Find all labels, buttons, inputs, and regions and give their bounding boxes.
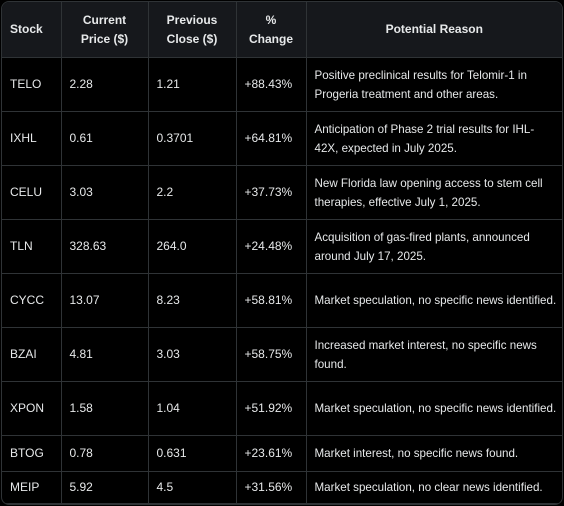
reason-cell: New Florida law opening access to stem c… xyxy=(306,165,562,220)
table-row: TELO 2.28 1.21 +88.43% Positive preclinical … xyxy=(2,57,562,112)
table-row: TLN 328.63 264.0 +24.48% Acquisition of gas-… xyxy=(2,219,562,274)
stock-cell: TELO xyxy=(2,57,62,112)
table-row: CELU 3.03 2.2 +37.73% New Florida law openin… xyxy=(2,165,562,220)
reason-cell: Market speculation, no specific news ide… xyxy=(306,381,562,436)
value-cell: 1.04 xyxy=(148,381,237,436)
value-cell: 0.78 xyxy=(61,435,149,472)
value-cell: +58.81% xyxy=(236,273,307,328)
value-cell: +37.73% xyxy=(236,165,307,220)
table-row: XPON 1.58 1.04 +51.92% Market speculation, n… xyxy=(2,381,562,436)
reason-cell: Market speculation, no specific news ide… xyxy=(306,273,562,328)
table-row: CYCC 13.07 8.23 +58.81% Market speculation, … xyxy=(2,273,562,328)
table-row: BZAI 4.81 3.03 +58.75% Increased market inte… xyxy=(2,327,562,382)
stock-cell: IXHL xyxy=(2,111,62,166)
stock-cell: TLN xyxy=(2,219,62,274)
value-cell: 4.5 xyxy=(148,471,237,504)
value-cell: 1.21 xyxy=(148,57,237,112)
value-cell: 0.631 xyxy=(148,435,237,472)
value-cell: +88.43% xyxy=(236,57,307,112)
stock-cell: XPON xyxy=(2,381,62,436)
reason-cell: Market speculation, no clear news identi… xyxy=(306,471,562,504)
value-cell: 0.61 xyxy=(61,111,149,166)
value-cell: 3.03 xyxy=(61,165,149,220)
table-body: TELO 2.28 1.21 +88.43% Positive preclinical … xyxy=(2,57,562,504)
value-cell: 0.3701 xyxy=(148,111,237,166)
value-cell: +64.81% xyxy=(236,111,307,166)
value-cell: 264.0 xyxy=(148,219,237,274)
reason-cell: Increased market interest, no specific n… xyxy=(306,327,562,382)
column-header: Potential Reason xyxy=(306,2,562,58)
table-row: MEIP 5.92 4.5 +31.56% Market speculation, no… xyxy=(2,471,562,504)
stock-cell: CELU xyxy=(2,165,62,220)
header-row: Stock Current Price ($) Previous Close ($)… xyxy=(2,2,562,58)
reason-cell: Anticipation of Phase 2 trial results fo… xyxy=(306,111,562,166)
value-cell: +23.61% xyxy=(236,435,307,472)
value-cell: +31.56% xyxy=(236,471,307,504)
value-cell: 5.92 xyxy=(61,471,149,504)
reason-cell: Acquisition of gas-fired plants, announc… xyxy=(306,219,562,274)
value-cell: 328.63 xyxy=(61,219,149,274)
value-cell: 2.2 xyxy=(148,165,237,220)
column-header: Previous Close ($) xyxy=(148,2,237,58)
value-cell: +58.75% xyxy=(236,327,307,382)
table-row: IXHL 0.61 0.3701 +64.81% Anticipation of Pha… xyxy=(2,111,562,166)
value-cell: 4.81 xyxy=(61,327,149,382)
value-cell: 13.07 xyxy=(61,273,149,328)
reason-cell: Positive preclinical results for Telomir… xyxy=(306,57,562,112)
column-header: Stock xyxy=(2,2,62,58)
stock-cell: BTOG xyxy=(2,435,62,472)
stock-cell: CYCC xyxy=(2,273,62,328)
value-cell: 1.58 xyxy=(61,381,149,436)
value-cell: 3.03 xyxy=(148,327,237,382)
column-header: % Change xyxy=(236,2,307,58)
value-cell: 8.23 xyxy=(148,273,237,328)
value-cell: 2.28 xyxy=(61,57,149,112)
stock-cell: MEIP xyxy=(2,471,62,504)
column-header: Current Price ($) xyxy=(61,2,149,58)
stock-cell: BZAI xyxy=(2,327,62,382)
value-cell: +51.92% xyxy=(236,381,307,436)
table-row: BTOG 0.78 0.631 +23.61% Market interest, no … xyxy=(2,435,562,472)
reason-cell: Market interest, no specific news found. xyxy=(306,435,562,472)
value-cell: +24.48% xyxy=(236,219,307,274)
